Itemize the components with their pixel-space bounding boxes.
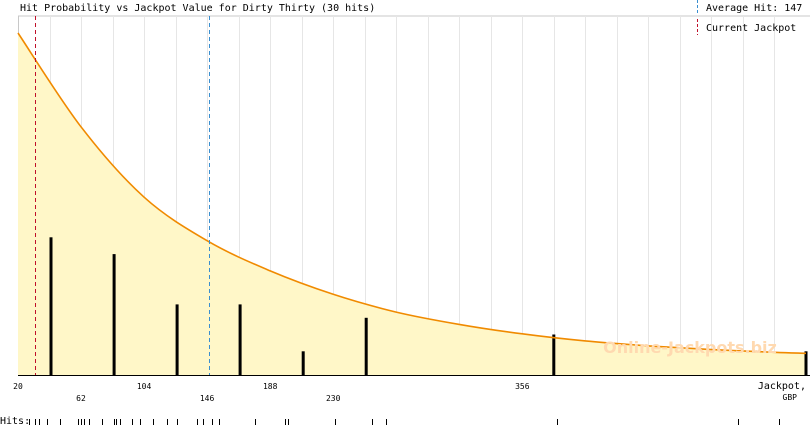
hit-bar xyxy=(49,237,53,375)
legend-current-jackpot-label: Current Jackpot xyxy=(706,23,796,34)
legend: Average Hit: 147 Current Jackpot xyxy=(697,0,802,35)
probability-curve xyxy=(17,32,807,355)
hit-bar xyxy=(804,351,808,376)
probability-area-fill xyxy=(18,33,806,375)
x-tick-label: 62 xyxy=(76,394,86,403)
watermark: Online-Jackpots.biz xyxy=(603,338,777,357)
hit-bar xyxy=(301,351,305,376)
x-axis-unit: GBP xyxy=(783,393,798,402)
hit-bar xyxy=(112,254,116,375)
x-tick-label: 104 xyxy=(137,382,152,391)
x-tick-label: 146 xyxy=(200,394,215,403)
chart-title: Hit Probability vs Jackpot Value for Dir… xyxy=(20,3,375,14)
hit-markers xyxy=(29,419,780,425)
hit-bar xyxy=(238,304,242,375)
hit-bars xyxy=(49,237,808,376)
hit-bar xyxy=(364,317,368,376)
hit-bar xyxy=(552,334,556,375)
x-tick-labels: 20 104 188 356 62 146 230 xyxy=(13,382,530,403)
x-tick-label: 356 xyxy=(515,382,530,391)
x-tick-label: 20 xyxy=(13,382,23,391)
x-tick-label: 230 xyxy=(326,394,341,403)
legend-average-hit-label: Average Hit: 147 xyxy=(706,3,802,14)
x-axis-label: Jackpot, xyxy=(758,381,806,392)
hits-label: Hits: xyxy=(0,416,30,425)
hit-bar xyxy=(175,304,179,375)
x-tick-label: 188 xyxy=(263,382,278,391)
